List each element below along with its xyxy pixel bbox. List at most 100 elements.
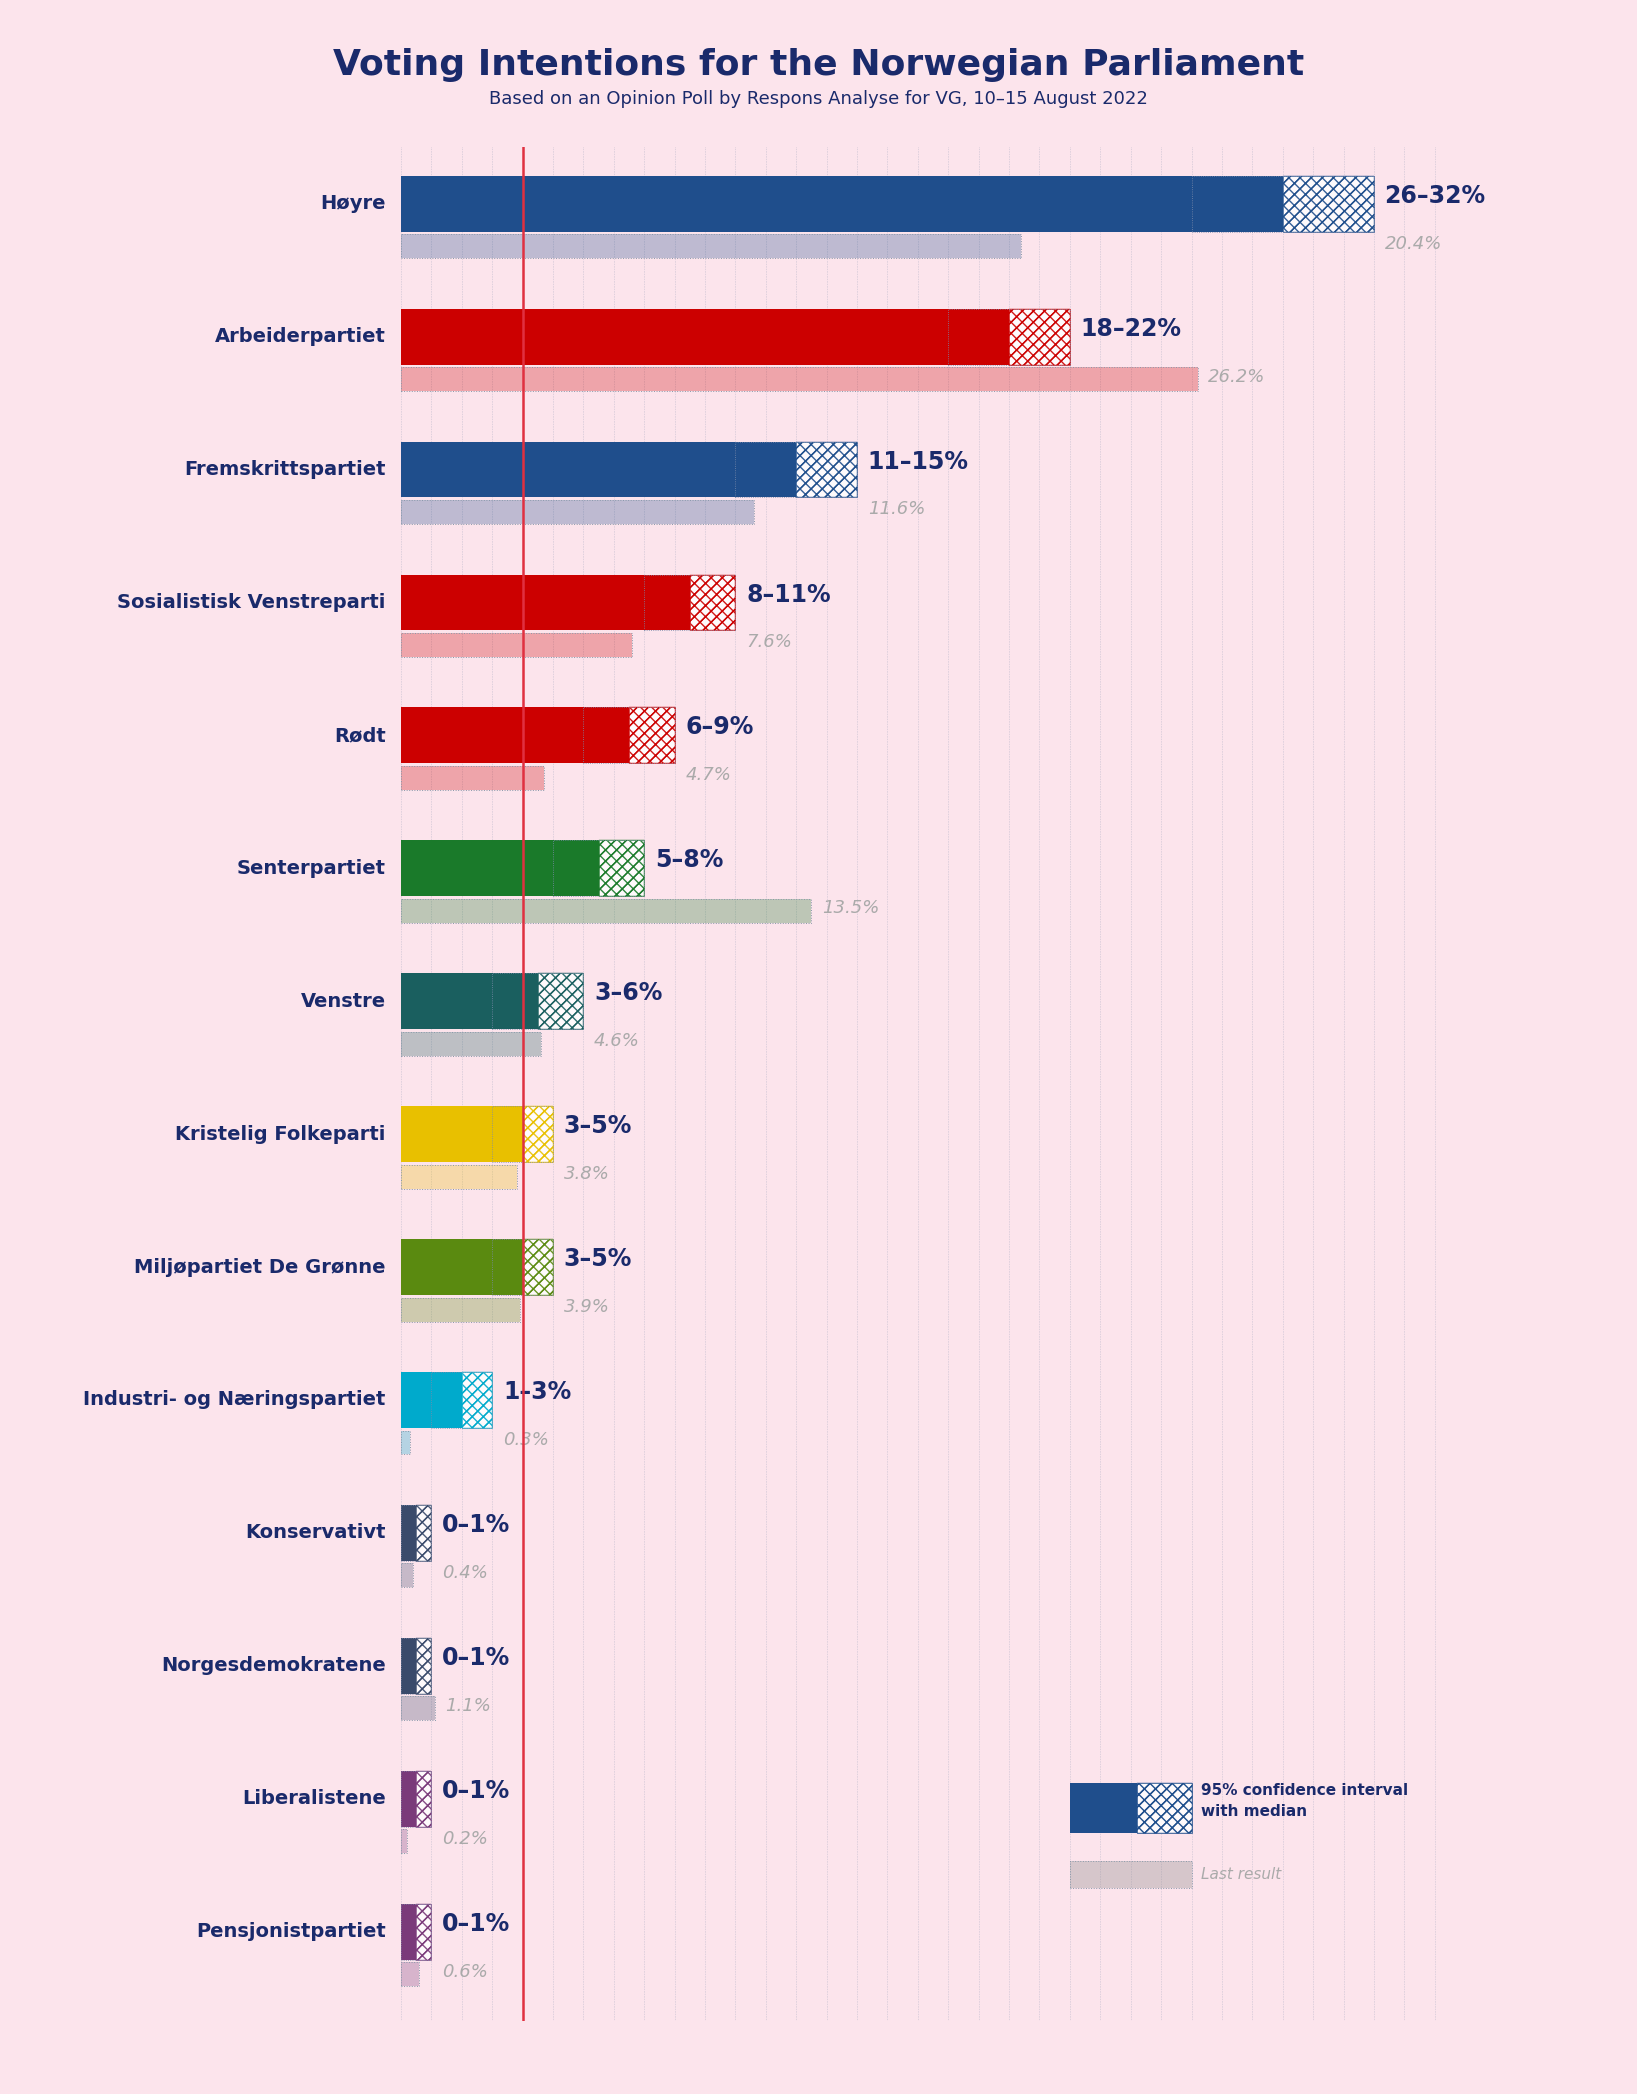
Bar [401,1903,432,1960]
Bar [401,235,1021,258]
Text: 3.9%: 3.9% [563,1298,609,1315]
Bar [416,1772,432,1826]
Text: 26.2%: 26.2% [1208,369,1265,385]
Bar [689,574,735,630]
Bar [401,1106,522,1162]
Bar [796,442,858,498]
Bar [948,308,1071,364]
Bar [401,1430,411,1455]
Bar [599,840,645,896]
Text: 20.4%: 20.4% [1385,235,1442,253]
Bar [401,1564,413,1587]
Text: 4.7%: 4.7% [686,766,732,785]
Bar [522,1106,553,1162]
Text: 3–5%: 3–5% [563,1114,632,1139]
Bar [401,708,629,764]
Text: Sosialistisk Venstreparti: Sosialistisk Venstreparti [118,593,386,611]
Text: 4.6%: 4.6% [594,1032,640,1049]
Bar [401,1638,432,1694]
Bar [1008,308,1071,364]
Text: Based on an Opinion Poll by Respons Analyse for VG, 10–15 August 2022: Based on an Opinion Poll by Respons Anal… [489,90,1148,109]
Bar [1136,1782,1192,1834]
Text: 8–11%: 8–11% [746,582,830,607]
Bar [401,176,1283,232]
Bar [1192,176,1373,232]
Bar [539,974,583,1028]
Text: 5–8%: 5–8% [655,848,724,873]
Bar [401,1564,413,1587]
Bar [401,308,1008,364]
Text: Arbeiderpartiet: Arbeiderpartiet [214,327,386,346]
Bar [1283,176,1373,232]
Text: 0.4%: 0.4% [442,1564,488,1581]
Bar [522,1240,553,1294]
Bar [796,442,858,498]
Text: Miljøpartiet De Grønne: Miljøpartiet De Grønne [134,1258,386,1277]
Bar [401,632,632,658]
Bar [1071,1862,1192,1889]
Bar [401,574,689,630]
Bar [401,898,812,923]
Bar [401,1830,408,1853]
Bar [416,1638,432,1694]
Bar [416,1638,432,1694]
Bar [1136,1782,1192,1834]
Bar [401,1772,432,1826]
Text: 0.6%: 0.6% [442,1962,488,1981]
Bar [401,766,543,789]
Bar [462,1372,493,1428]
Bar [401,1164,517,1189]
Bar [689,574,735,630]
Text: Last result: Last result [1200,1868,1280,1883]
Bar [493,1106,553,1162]
Bar [416,1903,432,1960]
Text: Industri- og Næringspartiet: Industri- og Næringspartiet [83,1390,386,1409]
Bar [416,1772,432,1826]
Bar [629,708,674,764]
Text: 26–32%: 26–32% [1385,184,1486,207]
Bar [401,974,539,1028]
Bar [689,574,735,630]
Text: Liberalistene: Liberalistene [242,1788,386,1809]
Bar [629,708,674,764]
Bar [416,1638,432,1694]
Text: 3.8%: 3.8% [563,1164,609,1183]
Bar [401,500,753,524]
Bar [416,1772,432,1826]
Bar [401,235,1021,258]
Bar [1008,308,1071,364]
Bar [599,840,645,896]
Bar [401,1830,408,1853]
Bar [401,500,753,524]
Text: Norgesdemokratene: Norgesdemokratene [160,1656,386,1675]
Bar [1071,1862,1192,1889]
Bar [1283,176,1373,232]
Bar [1283,176,1373,232]
Text: 7.6%: 7.6% [746,632,792,651]
Bar [416,1903,432,1960]
Text: 95% confidence interval
with median: 95% confidence interval with median [1200,1784,1408,1820]
Bar [401,1506,432,1560]
Bar [553,840,645,896]
Bar [401,1962,419,1985]
Bar [401,1772,416,1826]
Text: 0–1%: 0–1% [442,1646,511,1669]
Text: 3–5%: 3–5% [563,1248,632,1271]
Bar [583,708,674,764]
Text: Venstre: Venstre [301,993,386,1011]
Bar [401,1696,434,1721]
Text: Senterpartiet: Senterpartiet [237,859,386,877]
Bar [1071,1782,1136,1834]
Text: 1.1%: 1.1% [445,1696,491,1715]
Text: Høyre: Høyre [321,195,386,214]
Text: 11.6%: 11.6% [868,500,925,519]
Text: Konservativt: Konservativt [246,1524,386,1543]
Text: Kristelig Folkeparti: Kristelig Folkeparti [175,1124,386,1143]
Bar [1136,1782,1192,1834]
Bar [401,366,1198,392]
Text: 0–1%: 0–1% [442,1514,511,1537]
Bar [416,1506,432,1560]
Bar [493,974,583,1028]
Bar [401,840,599,896]
Bar [416,1506,432,1560]
